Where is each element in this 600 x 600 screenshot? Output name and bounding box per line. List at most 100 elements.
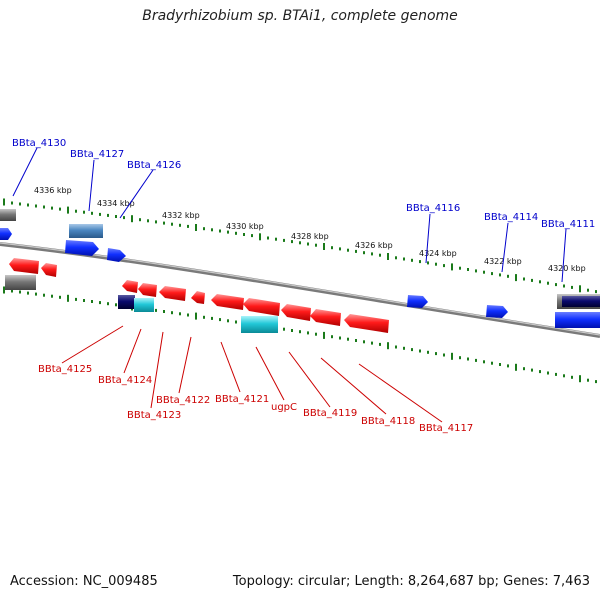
gene-reverse[interactable]	[310, 309, 341, 326]
gene-label-reverse[interactable]: BBta_4119	[303, 408, 357, 419]
gene-reverse[interactable]	[281, 304, 311, 321]
gene-label-reverse[interactable]: ugpC	[271, 402, 297, 413]
gene-label-reverse[interactable]: BBta_4124	[98, 375, 152, 386]
minor-tick	[595, 290, 597, 294]
gene-label-forward[interactable]: BBta_4130	[12, 138, 66, 149]
minor-tick	[411, 258, 413, 262]
gene-reverse[interactable]	[5, 275, 36, 290]
minor-tick	[403, 257, 405, 261]
gene-label-reverse[interactable]: BBta_4121	[215, 394, 269, 405]
gene-label-forward[interactable]: BBta_4114	[484, 212, 538, 223]
minor-tick	[91, 300, 93, 303]
major-tick	[387, 342, 389, 350]
minor-tick	[203, 227, 205, 231]
minor-tick	[315, 332, 317, 336]
minor-tick	[59, 207, 61, 211]
gene-reverse[interactable]	[211, 294, 244, 310]
gene-reverse[interactable]	[159, 286, 186, 301]
minor-tick	[347, 248, 349, 252]
minor-tick	[299, 330, 301, 334]
minor-tick	[211, 316, 213, 320]
gene-forward[interactable]	[486, 305, 508, 318]
minor-tick	[507, 364, 509, 368]
minor-tick	[115, 303, 117, 307]
major-tick	[515, 274, 517, 282]
gene-reverse[interactable]	[118, 295, 135, 309]
minor-tick	[147, 219, 149, 223]
minor-tick	[11, 289, 13, 293]
gene-forward[interactable]	[69, 224, 103, 238]
minor-tick	[331, 335, 333, 339]
kbp-label: 4330 kbp	[226, 222, 264, 231]
minor-tick	[379, 342, 381, 346]
gene-label-reverse[interactable]: BBta_4123	[127, 410, 181, 421]
gene-forward[interactable]	[562, 296, 600, 307]
gene-forward[interactable]	[0, 209, 16, 221]
minor-tick	[419, 349, 421, 353]
minor-tick	[315, 243, 317, 247]
minor-tick	[523, 367, 525, 371]
gene-reverse[interactable]	[134, 298, 154, 312]
minor-tick	[123, 216, 125, 220]
gene-label-reverse[interactable]: BBta_4117	[419, 423, 473, 434]
gene-label-reverse[interactable]: BBta_4122	[156, 395, 210, 406]
gene-reverse[interactable]	[241, 316, 278, 333]
minor-tick	[115, 215, 117, 218]
gene-label-reverse[interactable]: BBta_4125	[38, 364, 92, 375]
gene-reverse[interactable]	[9, 258, 39, 274]
gene-reverse[interactable]	[191, 291, 205, 304]
minor-tick	[59, 295, 61, 299]
minor-tick	[187, 313, 189, 317]
gene-reverse[interactable]	[243, 298, 280, 316]
major-tick	[195, 224, 197, 231]
minor-tick	[283, 238, 285, 242]
gene-label-forward[interactable]: BBta_4116	[406, 203, 460, 214]
gene-reverse[interactable]	[41, 263, 57, 277]
major-tick	[323, 331, 325, 339]
minor-tick	[475, 358, 477, 362]
minor-tick	[43, 205, 45, 209]
major-tick	[579, 375, 581, 383]
minor-tick	[27, 203, 29, 207]
gene-forward[interactable]	[0, 228, 12, 240]
gene-label-reverse[interactable]: BBta_4118	[361, 416, 415, 427]
kbp-label: 4320 kbp	[548, 264, 586, 273]
scale-ticks-outer	[3, 198, 597, 294]
minor-tick	[339, 336, 341, 340]
minor-tick	[283, 327, 285, 331]
gene-reverse[interactable]	[138, 283, 157, 297]
minor-tick	[355, 249, 357, 253]
minor-tick	[355, 339, 357, 342]
minor-tick	[99, 212, 101, 216]
minor-tick	[11, 201, 13, 205]
gene-reverse[interactable]	[122, 280, 138, 293]
minor-tick	[139, 218, 141, 222]
minor-tick	[363, 251, 365, 255]
kbp-label: 4336 kbp	[34, 186, 72, 195]
minor-tick	[235, 320, 237, 324]
minor-tick	[427, 350, 429, 354]
major-tick	[579, 285, 581, 293]
gene-label-forward[interactable]: BBta_4126	[127, 160, 181, 171]
minor-tick	[307, 331, 309, 335]
major-tick	[195, 312, 197, 320]
gene-label-forward[interactable]: BBta_4127	[70, 149, 124, 160]
major-tick	[3, 286, 5, 294]
gene-forward[interactable]	[107, 248, 126, 262]
kbp-label: 4334 kbp	[97, 199, 135, 208]
gene-reverse[interactable]	[344, 314, 389, 333]
gene-label-forward[interactable]: BBta_4111	[541, 219, 595, 230]
gene-forward[interactable]	[555, 312, 600, 328]
gene-forward[interactable]	[65, 240, 99, 256]
minor-tick	[179, 312, 181, 316]
minor-tick	[491, 272, 493, 276]
gene-forward[interactable]	[407, 295, 428, 308]
minor-tick	[163, 221, 165, 225]
major-tick	[67, 206, 69, 214]
minor-tick	[83, 210, 85, 214]
minor-tick	[187, 224, 189, 228]
minor-tick	[443, 353, 445, 357]
minor-tick	[227, 319, 229, 323]
minor-tick	[467, 268, 469, 271]
